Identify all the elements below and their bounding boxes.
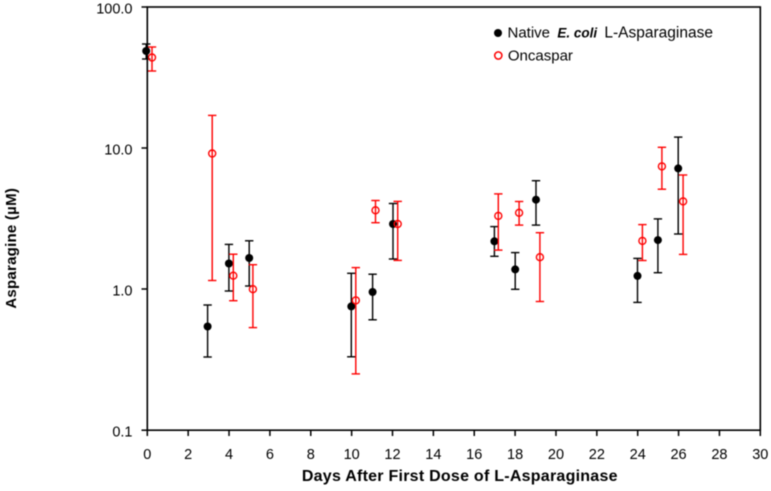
svg-text:6: 6	[266, 447, 274, 463]
svg-text:L-Asparaginase: L-Asparaginase	[604, 24, 713, 41]
svg-text:100.0: 100.0	[96, 1, 132, 17]
svg-text:24: 24	[630, 447, 646, 463]
svg-text:1.0: 1.0	[112, 283, 132, 299]
svg-text:22: 22	[589, 447, 605, 463]
svg-text:Oncaspar: Oncaspar	[508, 48, 573, 65]
svg-text:Native: Native	[508, 24, 551, 41]
svg-text:0: 0	[143, 447, 151, 463]
svg-text:E. coli: E. coli	[557, 25, 597, 40]
svg-text:0.1: 0.1	[112, 425, 132, 441]
svg-text:8: 8	[307, 447, 315, 463]
svg-text:14: 14	[425, 447, 441, 463]
svg-text:18: 18	[507, 447, 523, 463]
svg-text:20: 20	[548, 447, 564, 463]
svg-text:10.0: 10.0	[104, 142, 132, 158]
svg-text:2: 2	[184, 447, 192, 463]
svg-text:4: 4	[225, 447, 233, 463]
svg-text:26: 26	[670, 447, 686, 463]
svg-text:16: 16	[466, 447, 482, 463]
svg-text:Asparagine (µM): Asparagine (µM)	[3, 188, 20, 309]
svg-text:28: 28	[711, 447, 727, 463]
svg-text:10: 10	[344, 447, 360, 463]
svg-text:30: 30	[752, 447, 768, 463]
svg-text:12: 12	[384, 447, 400, 463]
svg-text:Days After First Dose of L-Asp: Days After First Dose of L-Asparaginase	[302, 468, 618, 485]
